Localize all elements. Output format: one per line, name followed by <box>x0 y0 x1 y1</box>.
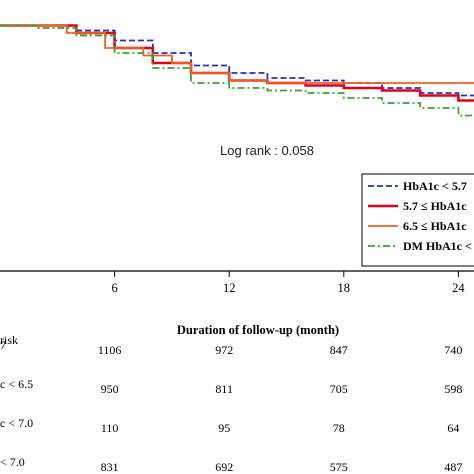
legend-label-1: HbA1c < 5.7 <box>403 179 467 193</box>
x-tick-label-12: 12 <box>223 281 236 295</box>
risk-group-label-1: 7 <box>0 338 6 352</box>
risk-value-1-3: 847 <box>330 343 348 357</box>
x-tick-label-6: 6 <box>111 281 117 295</box>
risk-value-4-2: 692 <box>215 460 233 474</box>
risk-value-4-4: 487 <box>444 460 462 474</box>
series-line-3 <box>0 24 474 84</box>
x-tick-label-24: 24 <box>452 281 465 295</box>
risk-value-2-2: 811 <box>215 382 233 396</box>
risk-group-label-2: c < 6.5 <box>0 377 33 391</box>
risk-value-3-2: 95 <box>218 421 230 435</box>
risk-group-label-3: c < 7.0 <box>0 416 33 430</box>
risk-value-3-4: 64 <box>447 421 459 435</box>
legend: HbA1c < 5.7 5.7 ≤ HbA1c 6.5 ≤ HbA1c DM HbA1… <box>361 173 474 267</box>
legend-label-4: DM HbA1c < <box>403 239 472 253</box>
risk-value-1-2: 972 <box>215 343 233 357</box>
series-line-2 <box>0 24 474 102</box>
legend-label-2: 5.7 ≤ HbA1c <box>403 199 467 213</box>
log-rank-annotation: Log rank : 0.058 <box>220 143 314 158</box>
risk-table: risk 71106972847740648c < 6.595081170559… <box>0 333 462 474</box>
risk-table-header: risk <box>0 333 18 347</box>
risk-group-label-4: < 7.0 <box>0 455 25 469</box>
risk-value-1-4: 740 <box>444 343 462 357</box>
risk-value-2-4: 598 <box>444 382 462 396</box>
legend-box <box>361 173 474 267</box>
survival-curves <box>0 24 474 117</box>
series-line-1 <box>0 24 474 97</box>
series-line-4 <box>0 24 474 117</box>
risk-value-1-1: 1106 <box>98 343 122 357</box>
x-axis-label: Duration of follow-up (month) <box>177 323 339 337</box>
risk-value-2-1: 950 <box>101 382 119 396</box>
risk-value-4-1: 831 <box>101 460 119 474</box>
x-axis: 612182430 Duration of follow-up (month) <box>0 270 474 337</box>
risk-value-3-1: 110 <box>101 421 119 435</box>
legend-label-3: 6.5 ≤ HbA1c <box>403 219 467 233</box>
x-tick-label-18: 18 <box>338 281 351 295</box>
risk-value-3-3: 78 <box>333 421 345 435</box>
risk-value-2-3: 705 <box>330 382 348 396</box>
risk-value-4-3: 575 <box>330 460 348 474</box>
